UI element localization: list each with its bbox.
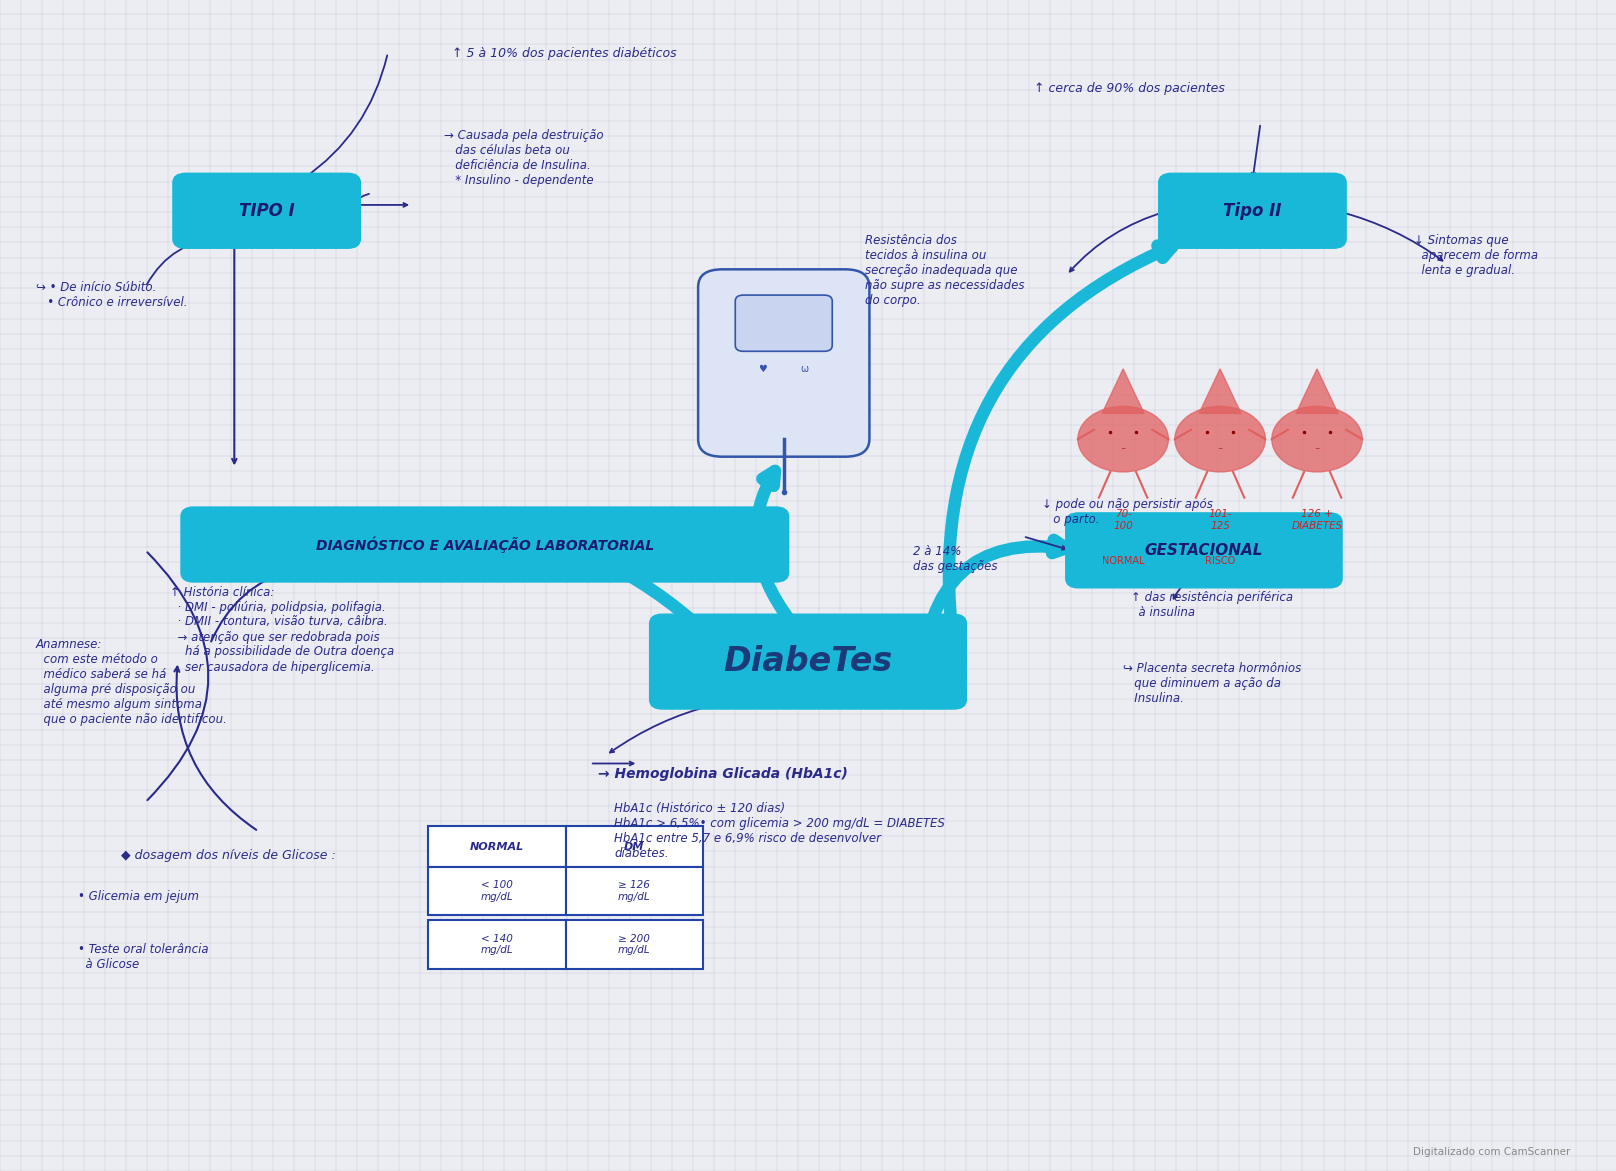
Text: < 140
mg/dL: < 140 mg/dL xyxy=(480,933,514,956)
Text: 126 +
DIABETES: 126 + DIABETES xyxy=(1291,509,1343,530)
Text: ↪ Placenta secreta hormônios
   que diminuem a ação da
   Insulina.: ↪ Placenta secreta hormônios que diminue… xyxy=(1123,662,1301,705)
Text: DIAGNÓSTICO E AVALIAÇÃO LABORATORIAL: DIAGNÓSTICO E AVALIAÇÃO LABORATORIAL xyxy=(315,536,654,553)
FancyBboxPatch shape xyxy=(698,269,869,457)
Text: RISCO: RISCO xyxy=(1206,556,1235,567)
Text: ≥ 200
mg/dL: ≥ 200 mg/dL xyxy=(617,933,651,956)
Text: 2 à 14%
das gestações: 2 à 14% das gestações xyxy=(913,545,997,573)
Text: ↑ História clínica:
  · DMI - poliúria, polidpsia, polifagia.
  · DMII - tontura: ↑ História clínica: · DMI - poliúria, po… xyxy=(170,586,394,673)
Text: _: _ xyxy=(1218,443,1222,450)
Text: • Teste oral tolerância
  à Glicose: • Teste oral tolerância à Glicose xyxy=(78,943,208,971)
Text: < 100
mg/dL: < 100 mg/dL xyxy=(480,881,514,902)
FancyBboxPatch shape xyxy=(650,615,966,710)
FancyBboxPatch shape xyxy=(428,867,566,916)
Text: → Hemoglobina Glicada (HbA1c): → Hemoglobina Glicada (HbA1c) xyxy=(598,767,848,781)
FancyBboxPatch shape xyxy=(181,507,789,582)
Text: Resistência dos
tecidos à insulina ou
secreção inadequada que
não supre as neces: Resistência dos tecidos à insulina ou se… xyxy=(865,234,1025,307)
Text: ω: ω xyxy=(800,364,810,374)
FancyBboxPatch shape xyxy=(1067,513,1341,588)
Text: ↓ pode ou não persistir após
   o parto.: ↓ pode ou não persistir após o parto. xyxy=(1042,498,1214,526)
Polygon shape xyxy=(1296,369,1338,413)
Text: _: _ xyxy=(1315,443,1319,450)
Text: 70-
100: 70- 100 xyxy=(1113,509,1133,530)
Text: ↓ Sintomas que
  aparecem de forma
  lenta e gradual.: ↓ Sintomas que aparecem de forma lenta e… xyxy=(1414,234,1538,278)
Text: Tipo II: Tipo II xyxy=(1223,201,1281,220)
Circle shape xyxy=(1272,406,1362,472)
Polygon shape xyxy=(1102,369,1144,413)
Circle shape xyxy=(1078,406,1168,472)
FancyBboxPatch shape xyxy=(173,173,360,248)
Text: ↪ • De início Súbito.
   • Crônico e irreversível.: ↪ • De início Súbito. • Crônico e irreve… xyxy=(36,281,187,309)
Text: ↑ cerca de 90% dos pacientes: ↑ cerca de 90% dos pacientes xyxy=(1034,82,1225,95)
FancyBboxPatch shape xyxy=(428,920,566,968)
FancyBboxPatch shape xyxy=(735,295,832,351)
Polygon shape xyxy=(1199,369,1241,413)
FancyBboxPatch shape xyxy=(1159,173,1346,248)
FancyBboxPatch shape xyxy=(566,867,703,916)
Text: GESTACIONAL: GESTACIONAL xyxy=(1144,543,1264,557)
Text: DiabeTes: DiabeTes xyxy=(724,645,892,678)
Text: TIPO I: TIPO I xyxy=(239,201,294,220)
Text: ♥: ♥ xyxy=(758,364,768,374)
Text: → Causada pela destruição
   das células beta ou
   deficiência de Insulina.
   : → Causada pela destruição das células be… xyxy=(444,129,604,187)
Text: ↑ das resistência periférica
  à insulina: ↑ das resistência periférica à insulina xyxy=(1131,591,1293,619)
Text: NORMAL: NORMAL xyxy=(470,842,524,851)
Text: NORMAL: NORMAL xyxy=(1102,556,1144,567)
Text: Anamnese:
  com este método o
  médico saberá se há
  alguma pré disposição ou
 : Anamnese: com este método o médico saber… xyxy=(36,638,226,726)
Text: ↑ 5 à 10% dos pacientes diabéticos: ↑ 5 à 10% dos pacientes diabéticos xyxy=(452,47,677,60)
FancyBboxPatch shape xyxy=(566,827,703,867)
FancyBboxPatch shape xyxy=(566,920,703,968)
Text: ≥ 126
mg/dL: ≥ 126 mg/dL xyxy=(617,881,651,902)
Text: DM: DM xyxy=(624,842,645,851)
Text: ◆ dosagem dos níveis de Glicose :: ◆ dosagem dos níveis de Glicose : xyxy=(121,849,336,862)
Text: 101-
125: 101- 125 xyxy=(1209,509,1231,530)
Text: Digitalizado com CamScanner: Digitalizado com CamScanner xyxy=(1414,1146,1571,1157)
Text: • Glicemia em jejum: • Glicemia em jejum xyxy=(78,890,199,903)
Text: _: _ xyxy=(1122,443,1125,450)
FancyBboxPatch shape xyxy=(428,827,566,867)
Text: HbA1c (Histórico ± 120 dias)
HbA1c > 6,5%• com glicemia > 200 mg/dL = DIABETES
H: HbA1c (Histórico ± 120 dias) HbA1c > 6,5… xyxy=(614,802,945,861)
Circle shape xyxy=(1175,406,1265,472)
